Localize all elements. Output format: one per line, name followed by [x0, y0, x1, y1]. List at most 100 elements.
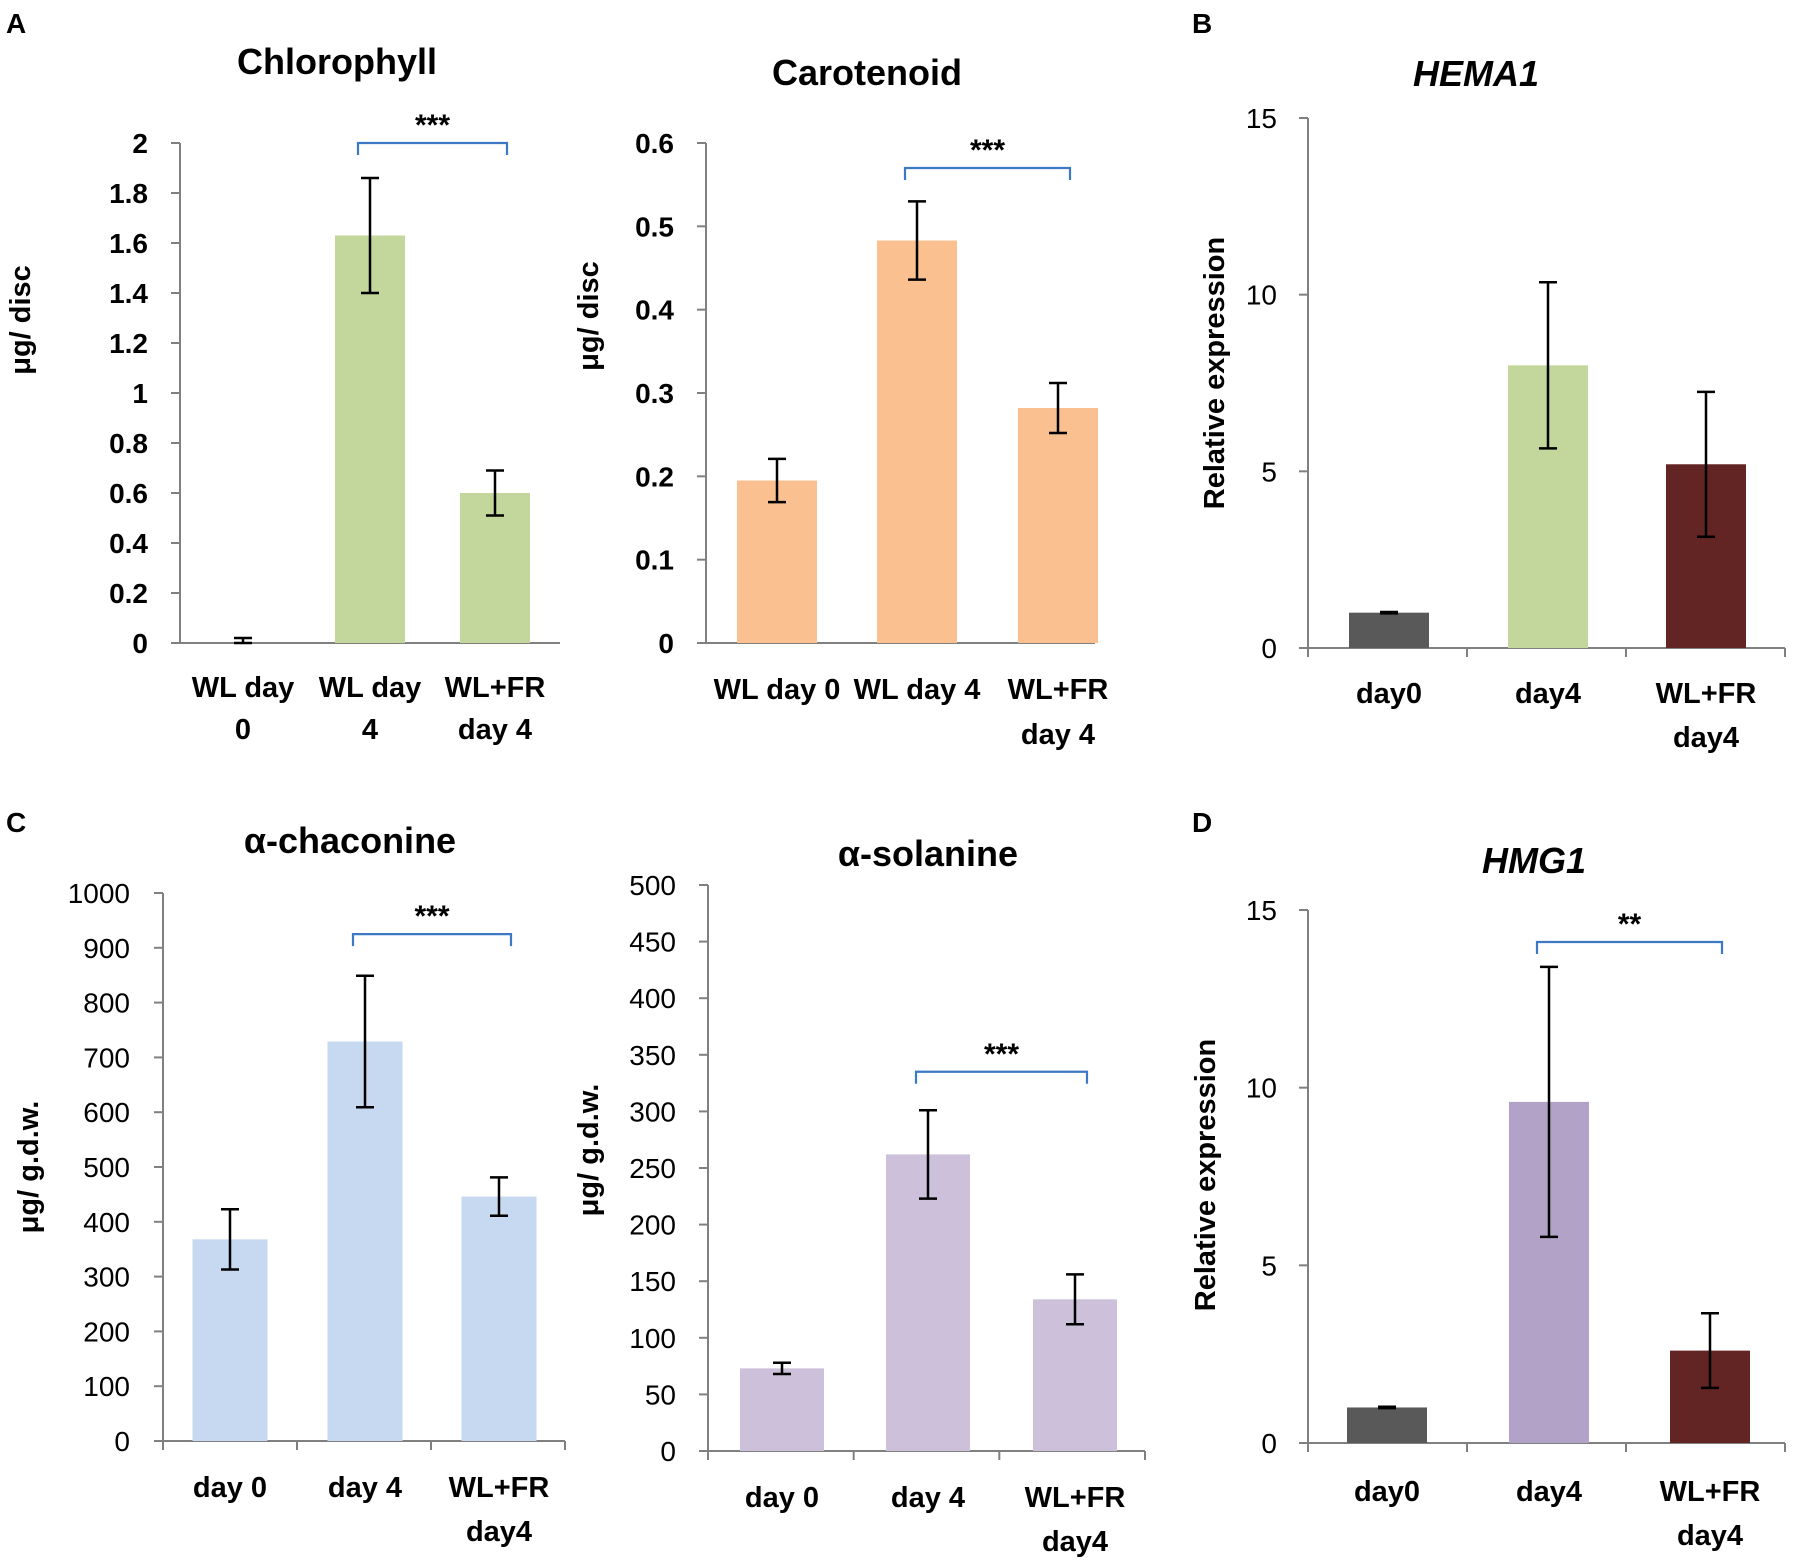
x-category-label: day 0	[745, 1482, 819, 1514]
y-tick-label: 200	[629, 1210, 676, 1241]
bar	[192, 1239, 268, 1441]
y-tick-label: 1.8	[109, 178, 148, 209]
x-category-label: day 4	[458, 714, 532, 746]
significance-label: ***	[970, 134, 1005, 167]
y-tick-label: 0.4	[109, 528, 148, 559]
y-tick-label: 0.4	[635, 295, 674, 326]
y-axis-label: μg/ g.d.w.	[573, 1084, 605, 1217]
error-bar	[1539, 281, 1557, 450]
significance-bracket	[914, 1070, 1089, 1084]
error-bar	[361, 176, 379, 295]
x-category-label: day4	[1516, 1476, 1582, 1508]
y-axis-label: Relative expression	[1199, 237, 1231, 509]
x-category-label: day 0	[193, 1472, 267, 1504]
x-category-label: 0	[235, 714, 251, 746]
y-tick-label: 100	[83, 1371, 130, 1402]
x-category-label: day4	[1042, 1526, 1108, 1558]
x-category-label: WL+FR	[1656, 678, 1757, 710]
bar	[740, 1368, 824, 1451]
y-tick-label: 0	[1261, 1428, 1277, 1459]
y-tick-label: 400	[83, 1207, 130, 1238]
x-category-label: day4	[466, 1516, 532, 1548]
chart-chlorophyll: Chlorophyll μg/ disc 0 0.2 0.4 0.6 0.8 1 1.2 1.4 1…	[5, 41, 560, 746]
y-tick-label: 100	[629, 1323, 676, 1354]
chart-solanine: α-solanine μg/ g.d.w. 0 50 100 150 200 250 300 35…	[573, 833, 1146, 1558]
error-bar	[1701, 1312, 1719, 1390]
significance-label: ***	[414, 900, 449, 933]
y-tick-label: 400	[629, 983, 676, 1014]
bar	[877, 240, 957, 643]
y-tick-label: 0	[660, 1436, 676, 1467]
y-tick-label: 0.3	[635, 378, 674, 409]
x-category-label: day0	[1354, 1476, 1420, 1508]
y-tick-label: 600	[83, 1097, 130, 1128]
x-category-label: day 4	[1021, 719, 1095, 751]
error-bar	[1380, 610, 1398, 615]
y-tick-label: 250	[629, 1153, 676, 1184]
x-category-label: WL+FR	[445, 672, 546, 704]
y-tick-label: 0.8	[109, 428, 148, 459]
y-tick-label: 15	[1246, 895, 1277, 926]
x-category-label: day4	[1677, 1520, 1743, 1552]
x-category-label: day4	[1673, 722, 1739, 754]
x-category-label: WL+FR	[1025, 1482, 1126, 1514]
charts-group: Chlorophyll μg/ disc 0 0.2 0.4 0.6 0.8 1 1.2 1.4 1…	[5, 41, 1786, 1558]
error-bar	[486, 469, 504, 517]
bar	[1349, 612, 1429, 648]
chart-title: Chlorophyll	[237, 41, 437, 82]
chart-title: α-chaconine	[244, 820, 456, 861]
y-tick-label: 150	[629, 1266, 676, 1297]
bar	[1018, 408, 1098, 643]
y-tick-label: 350	[629, 1040, 676, 1071]
y-tick-label: 1.2	[109, 328, 148, 359]
error-bar	[919, 1109, 937, 1200]
y-tick-label: 500	[83, 1152, 130, 1183]
y-tick-label: 900	[83, 933, 130, 964]
significance-label: ***	[984, 1038, 1019, 1071]
y-tick-label: 0.2	[109, 578, 148, 609]
error-bar	[234, 636, 252, 645]
y-tick-label: 0	[658, 628, 674, 659]
y-tick-label: 0.6	[635, 128, 674, 159]
y-tick-label: 5	[1261, 1250, 1277, 1281]
error-bar	[768, 457, 786, 504]
x-category-label: WL+FR	[449, 1472, 550, 1504]
x-category-label: day 4	[891, 1482, 965, 1514]
chart-title: HMG1	[1482, 840, 1586, 881]
y-axis-label: μg/ g.d.w.	[13, 1101, 45, 1234]
error-bar	[1540, 965, 1558, 1239]
y-tick-label: 2	[132, 128, 148, 159]
y-tick-label: 0.6	[109, 478, 148, 509]
y-tick-label: 0	[132, 628, 148, 659]
x-category-label: day0	[1356, 678, 1422, 710]
significance-label: ***	[415, 109, 450, 142]
x-category-label: day4	[1515, 678, 1581, 710]
y-tick-label: 10	[1246, 280, 1277, 311]
bar	[886, 1154, 970, 1451]
bar	[1347, 1407, 1427, 1443]
y-tick-label: 5	[1261, 456, 1277, 487]
significance-bracket	[351, 933, 513, 947]
error-bar	[356, 974, 374, 1109]
y-tick-label: 50	[645, 1379, 676, 1410]
x-category-label: day 4	[328, 1472, 402, 1504]
y-tick-label: 1	[132, 378, 148, 409]
error-bar	[221, 1207, 239, 1271]
significance-bracket	[1535, 940, 1724, 954]
y-axis-label: Relative expression	[1190, 1039, 1222, 1311]
y-tick-label: 300	[83, 1262, 130, 1293]
chart-hema1: HEMA1 Relative expression 0 5 10 15 day0 day4 WL…	[1199, 53, 1786, 754]
chart-title: α-solanine	[838, 833, 1018, 874]
error-bar	[1066, 1273, 1084, 1326]
error-bar	[1697, 390, 1715, 538]
chart-hmg1: HMG1 Relative expression 0 5 10 15 day0 day4 WL+…	[1190, 840, 1786, 1552]
error-bar	[1378, 1405, 1396, 1410]
y-tick-label: 0	[114, 1426, 130, 1457]
significance-label: **	[1618, 908, 1642, 941]
y-tick-label: 0.1	[635, 545, 674, 576]
bar	[460, 493, 530, 643]
chart-carotenoid: Carotenoid μg/ disc 0 0.1 0.2 0.3 0.4 0.5 0.6 WL …	[573, 52, 1108, 751]
x-category-label: WL+FR	[1660, 1476, 1761, 1508]
x-category-label: WL day 0	[714, 674, 841, 706]
